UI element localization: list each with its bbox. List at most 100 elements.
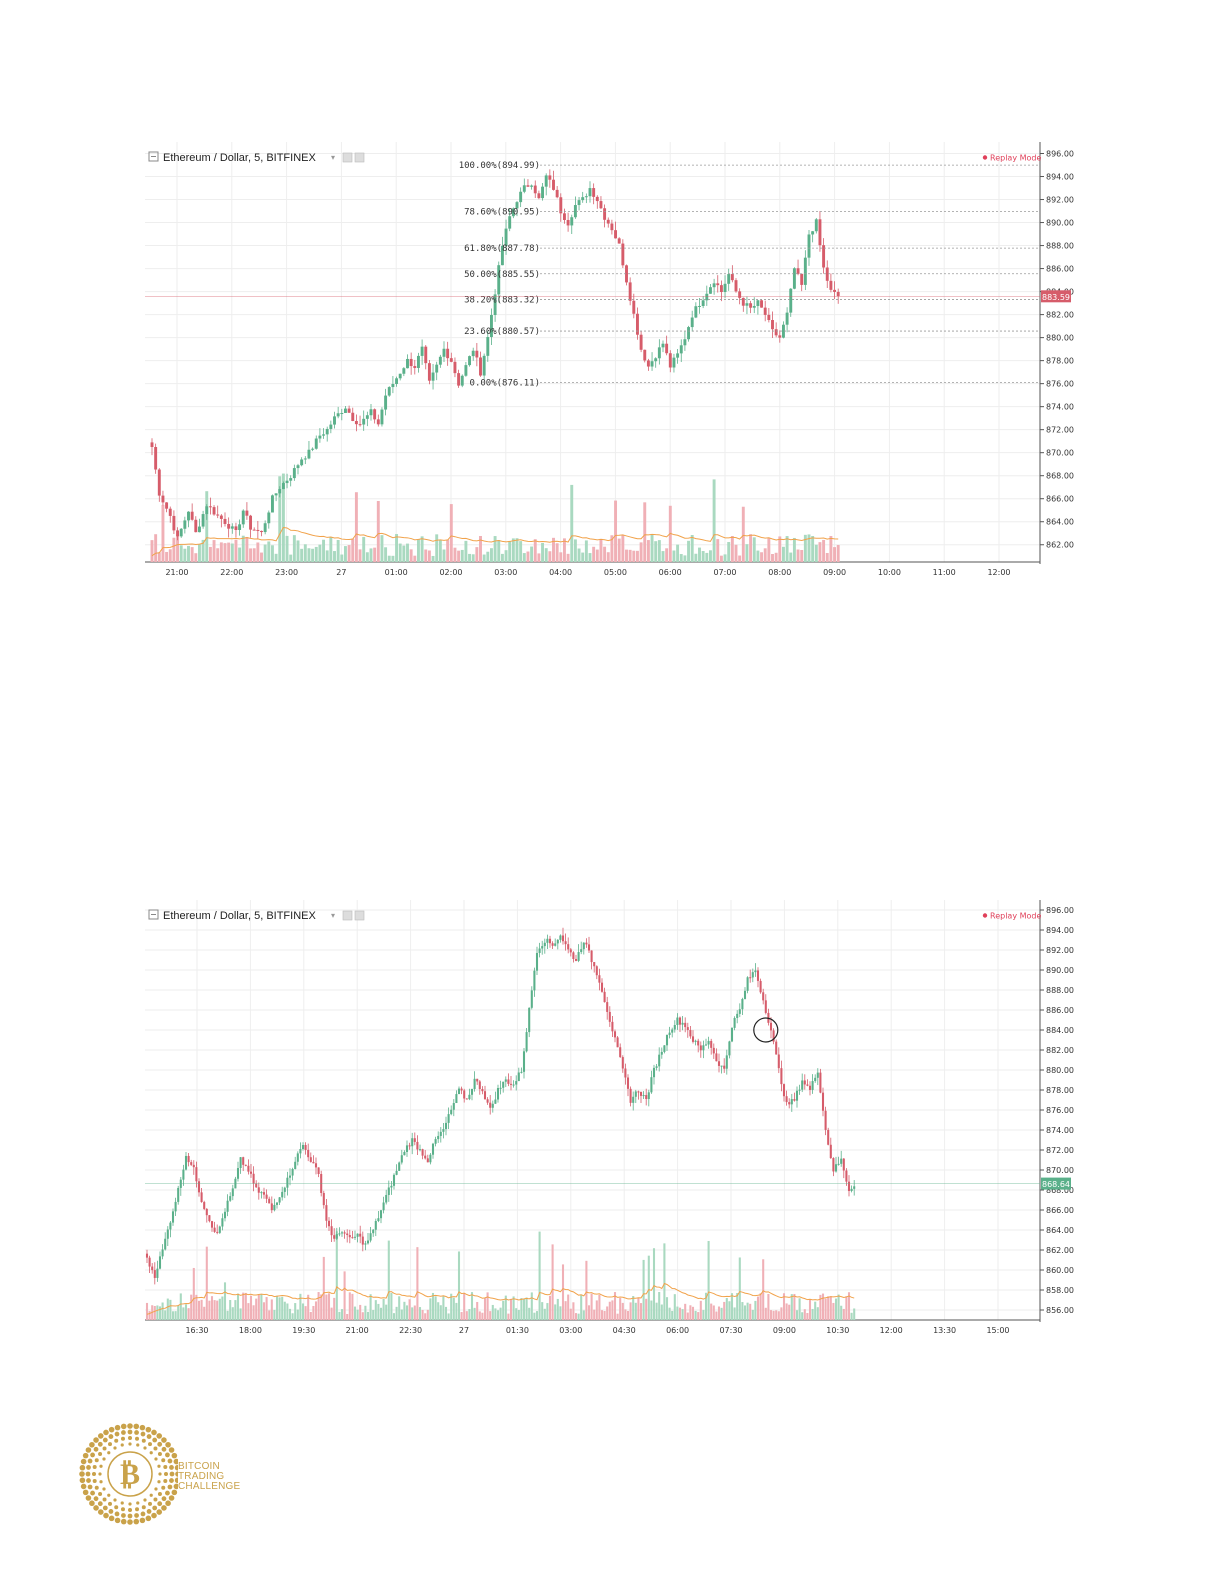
candle-body	[322, 434, 326, 436]
volume-bar	[435, 534, 439, 562]
candle-body	[668, 353, 672, 368]
candle-body	[599, 201, 603, 209]
candle-body	[216, 1231, 219, 1233]
candle-body	[743, 990, 747, 999]
candle-body	[457, 373, 461, 386]
candle-body	[643, 349, 647, 361]
candle-body	[795, 1090, 799, 1101]
volume-bar	[525, 1297, 528, 1320]
logo-dot	[128, 1508, 132, 1512]
volume-bar	[816, 1307, 819, 1320]
candle-body	[340, 413, 344, 415]
candle-body	[559, 935, 562, 940]
volume-bar	[292, 535, 296, 562]
volume-bar	[197, 1300, 201, 1320]
volume-bar	[489, 1311, 492, 1320]
y-tick-label: 884.00	[1046, 1026, 1074, 1035]
volume-bar	[723, 554, 727, 562]
candle-body	[325, 1205, 328, 1221]
candle-body	[496, 1088, 500, 1100]
candle-body	[678, 1017, 682, 1025]
volume-bar	[475, 547, 479, 562]
candle-body	[639, 334, 643, 350]
candle-body	[734, 280, 738, 292]
volume-bar	[811, 535, 815, 562]
candle-body	[260, 530, 263, 533]
logo-dot	[89, 1441, 95, 1448]
candle-body	[708, 287, 712, 294]
candle-body	[348, 1235, 351, 1238]
volume-bar	[582, 1310, 585, 1320]
volume-bar	[223, 1282, 227, 1320]
logo-dot	[85, 1495, 92, 1501]
candle-body	[818, 219, 822, 246]
volume-bar	[309, 1312, 312, 1320]
volume-bar	[611, 1300, 614, 1320]
x-tick-label: 04:30	[613, 1326, 636, 1335]
candle-body	[754, 970, 757, 973]
candle-body	[489, 315, 493, 338]
volume-bar	[584, 540, 588, 562]
volume-bar	[655, 1302, 658, 1320]
volume-bar	[621, 535, 625, 562]
candle-body	[712, 1047, 715, 1054]
logo-dot	[161, 1458, 166, 1463]
logo-dot	[102, 1497, 107, 1502]
logo-dot	[171, 1489, 178, 1496]
y-tick-label: 878.00	[1046, 357, 1074, 366]
candle-body	[452, 1103, 455, 1110]
volume-bar	[208, 1300, 211, 1320]
candle-body	[234, 526, 238, 530]
volume-bar	[182, 1307, 185, 1320]
logo-dot	[133, 1518, 140, 1525]
volume-average-line	[146, 1282, 855, 1315]
candle-body	[244, 1164, 247, 1166]
candle-body	[346, 1233, 349, 1236]
volume-bar	[296, 1309, 299, 1320]
volume-bar	[187, 1308, 190, 1320]
candle-body	[343, 1232, 346, 1234]
candle-body	[508, 216, 512, 229]
volume-bar	[270, 545, 274, 562]
candle-body	[782, 1084, 786, 1097]
candle-body	[426, 1158, 429, 1163]
volume-bar	[654, 541, 658, 562]
volume-bar	[390, 1292, 393, 1320]
candle-body	[657, 347, 661, 359]
candle-body	[526, 185, 530, 187]
candle-body	[351, 412, 355, 421]
volume-bar	[413, 1305, 416, 1320]
volume-bar	[778, 536, 782, 562]
candle-body	[528, 1007, 531, 1033]
candle-body	[639, 1091, 643, 1096]
candle-body	[556, 939, 559, 944]
logo-dot	[163, 1464, 168, 1469]
candle-body	[278, 1197, 281, 1203]
candle-body	[551, 943, 554, 946]
eye-icon	[342, 152, 353, 163]
candle-body	[645, 1095, 648, 1100]
candle-body	[299, 1149, 302, 1154]
candle-body	[431, 1143, 435, 1155]
logo-dot	[114, 1505, 119, 1510]
candle-body	[668, 1032, 671, 1035]
candle-body	[340, 1232, 344, 1234]
volume-bar	[588, 553, 592, 562]
volume-bar	[379, 1307, 383, 1320]
y-tick-label: 876.00	[1046, 380, 1074, 389]
volume-bar	[785, 536, 789, 562]
y-tick-label: 892.00	[1046, 946, 1074, 955]
candle-body	[577, 952, 580, 961]
logo-dot	[94, 1458, 99, 1463]
volume-bar	[174, 1311, 177, 1320]
volume-bar	[694, 1310, 697, 1320]
candle-body	[296, 465, 300, 469]
volume-bar	[164, 1310, 167, 1320]
logo-dot	[93, 1505, 99, 1511]
volume-bar	[665, 1297, 669, 1320]
logo-dot	[151, 1429, 157, 1436]
volume-bar	[570, 484, 574, 562]
volume-bar	[343, 546, 347, 562]
candle-body	[654, 358, 658, 362]
volume-bar	[580, 1294, 583, 1320]
